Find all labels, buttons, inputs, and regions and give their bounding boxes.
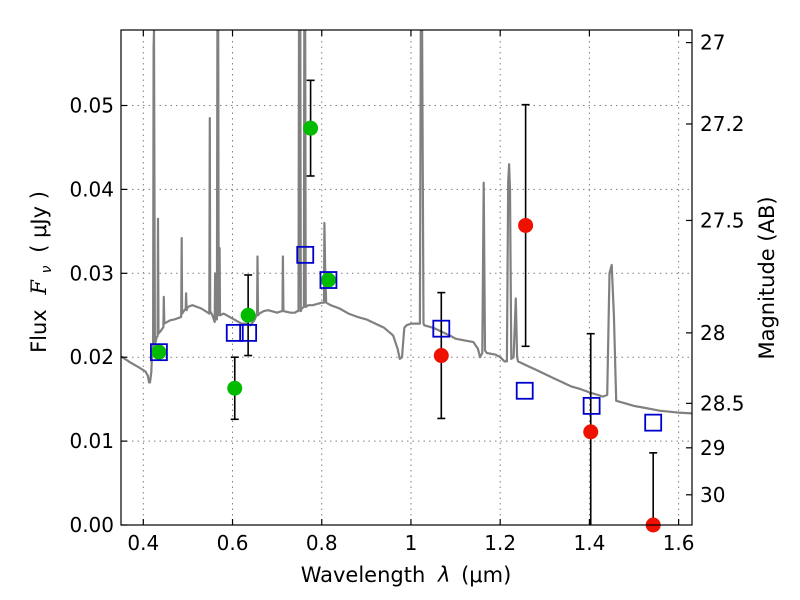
x-tick-label-1: 0.6 — [217, 531, 249, 555]
y2-axis-label: Magnitude (AB) — [755, 196, 779, 359]
model-square-3 — [296, 245, 315, 264]
x-tick-label-6: 1.6 — [663, 531, 695, 555]
model-square-0 — [150, 343, 168, 362]
y2-tick-label-2: 27.5 — [700, 208, 745, 232]
y2-tick-label-1: 27.2 — [700, 112, 745, 136]
x-tick-label-2: 0.8 — [306, 531, 338, 555]
model-square-6 — [515, 381, 534, 400]
obs-point-0-1 — [227, 380, 243, 396]
y-tick-label-3: 0.03 — [69, 261, 114, 285]
y-tick-label-0: 0.00 — [69, 513, 114, 537]
obs-point-0-0 — [151, 344, 167, 360]
model-spectrum — [121, 30, 692, 415]
grid — [121, 30, 692, 526]
x-tick-label-4: 1.2 — [484, 531, 516, 555]
tick-labels: 0.4 0.6 0.8 1 1.2 1.4 1.6 0.00 0.01 0.02 0.03 0.04 0… — [69, 31, 744, 555]
y-tick-label-4: 0.04 — [69, 177, 114, 201]
y2-tick-label-6: 30 — [700, 483, 725, 507]
x-axis-label: Wavelength λ (μm) — [301, 563, 512, 587]
y2-tick-label-3: 28 — [700, 321, 725, 345]
model-square-2 — [239, 323, 258, 342]
model-square-7 — [582, 396, 601, 415]
x-tick-label-5: 1.4 — [573, 531, 605, 555]
obs-point-0-4 — [320, 272, 336, 288]
obs-point-1-1 — [518, 217, 534, 233]
obs-point-0-3 — [303, 120, 319, 136]
obs-point-1-0 — [433, 348, 449, 364]
y2-tick-label-0: 27 — [700, 31, 725, 55]
model-spectrum-line — [121, 30, 692, 415]
x-tick-label-3: 1 — [405, 531, 418, 555]
model-square-1 — [225, 323, 244, 342]
y-tick-label-5: 0.05 — [69, 94, 114, 118]
plot-frame — [120, 29, 693, 526]
y-tick-label-1: 0.01 — [69, 429, 114, 453]
model-square-8 — [644, 413, 663, 432]
obs-point-0-2 — [240, 307, 256, 323]
error-bars — [230, 79, 658, 525]
model-square-5 — [432, 319, 451, 338]
y2-tick-label-5: 29 — [700, 436, 725, 460]
y-tick-label-2: 0.02 — [69, 345, 114, 369]
y-axis-label: Flux F ν ( μJy ) — [27, 191, 56, 353]
y2-tick-label-4: 28.5 — [700, 391, 745, 415]
obs-point-1-2 — [583, 424, 599, 440]
model-square-4 — [319, 271, 338, 289]
x-tick-label-0: 0.4 — [127, 531, 159, 555]
axis-ticks — [121, 30, 692, 526]
data-markers — [150, 120, 663, 533]
